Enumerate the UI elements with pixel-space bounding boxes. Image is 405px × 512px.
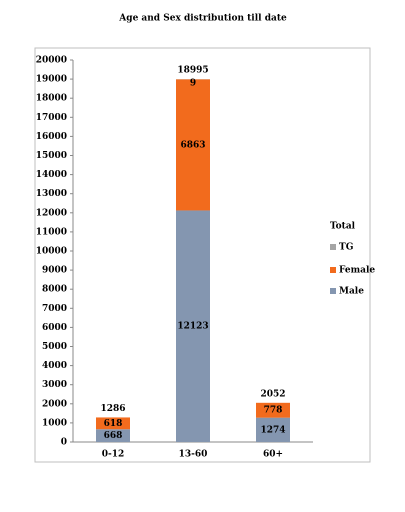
y-tick-label: 1000	[42, 418, 67, 428]
legend-label: Female	[339, 266, 375, 276]
y-tick-label: 15000	[36, 151, 67, 161]
data-label: 1274	[260, 425, 285, 435]
data-label: 9	[190, 79, 196, 89]
y-tick-label: 8000	[42, 285, 67, 295]
legend-label: TG	[339, 243, 353, 253]
y-tick-label: 14000	[36, 170, 67, 180]
legend-label: Male	[339, 287, 364, 297]
total-label: 18995	[177, 66, 208, 76]
bar-segment	[96, 417, 130, 430]
y-tick-label: 10000	[36, 247, 67, 257]
legend-title: Total	[330, 222, 356, 232]
y-tick-label: 7000	[42, 304, 67, 314]
y-tick-label: 2000	[42, 399, 67, 409]
bar-segment	[256, 402, 290, 418]
y-tick-label: 3000	[42, 380, 67, 390]
x-tick-label: 0-12	[102, 450, 125, 460]
x-tick-label: 60+	[263, 450, 283, 460]
y-tick-label: 9000	[42, 266, 67, 276]
y-tick-label: 0	[61, 438, 67, 448]
legend-swatch	[330, 244, 336, 250]
legend-swatch	[330, 267, 336, 273]
legend-swatch	[330, 288, 336, 294]
bar-segment	[176, 79, 210, 211]
y-tick-label: 6000	[42, 323, 67, 333]
y-tick-label: 4000	[42, 361, 67, 371]
bar-segment	[96, 429, 130, 442]
y-tick-label: 19000	[36, 75, 67, 85]
y-tick-label: 18000	[36, 94, 67, 104]
data-label: 618	[104, 419, 123, 429]
bar-segment	[256, 417, 290, 442]
bar-segment	[176, 210, 210, 442]
y-tick-label: 12000	[36, 208, 67, 218]
chart-frame	[34, 47, 371, 463]
total-label: 2052	[260, 389, 285, 399]
y-tick-label: 17000	[36, 113, 67, 123]
y-tick-label: 13000	[36, 189, 67, 199]
data-label: 12123	[177, 322, 208, 332]
y-tick-label: 20000	[36, 56, 67, 66]
data-label: 6863	[180, 140, 205, 150]
x-tick-label: 13-60	[179, 450, 208, 460]
y-tick-label: 5000	[42, 342, 67, 352]
data-label: 668	[104, 431, 123, 441]
total-label: 1286	[100, 404, 125, 414]
y-tick-label: 11000	[36, 227, 67, 237]
data-label: 778	[264, 406, 283, 416]
chart-title: Age and Sex distribution till date	[118, 14, 287, 24]
y-tick-label: 16000	[36, 132, 67, 142]
